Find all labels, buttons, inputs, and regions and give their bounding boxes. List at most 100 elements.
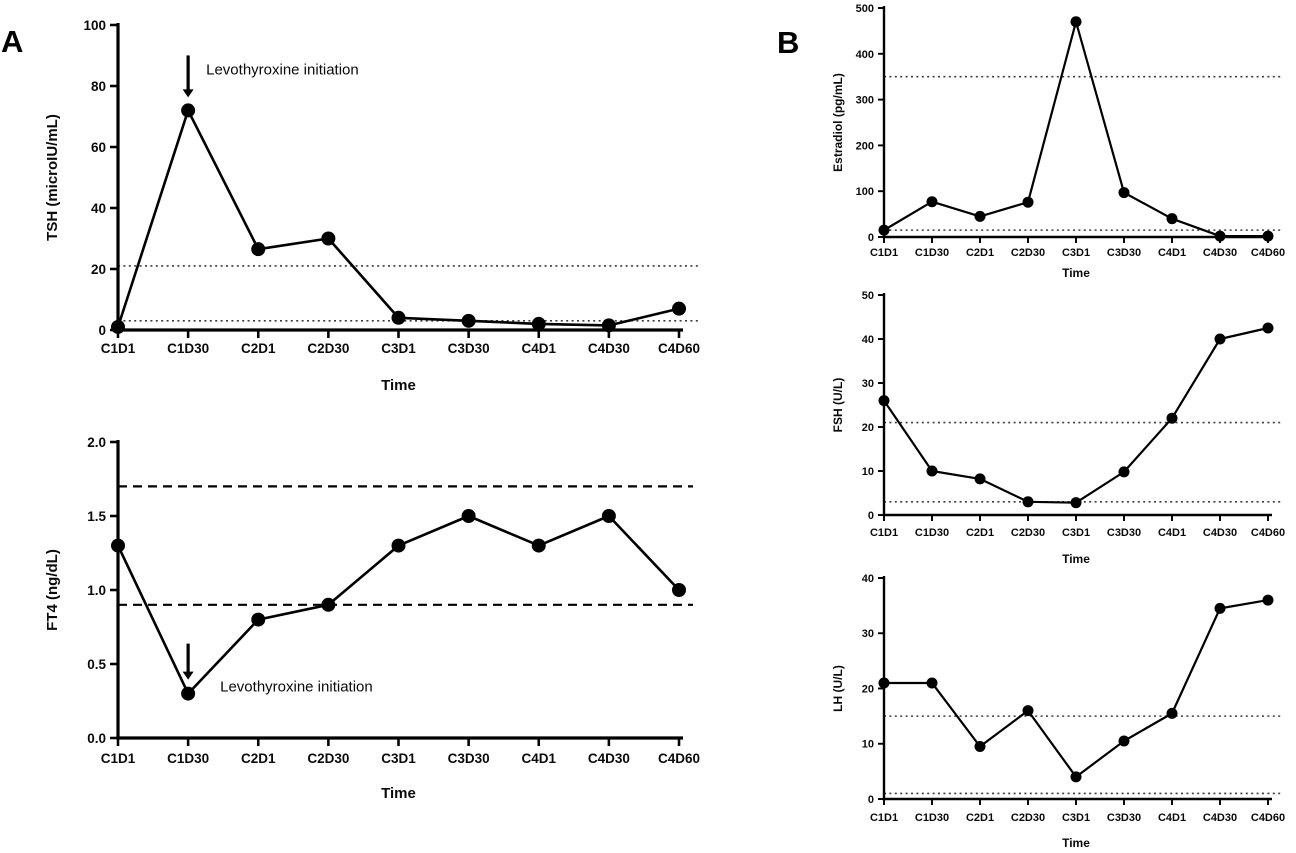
lh-chart: 0 10 20 30 40 C1D1 C1D30 C2D1 C2D30 C3D1 C3D30 C4D1… bbox=[780, 558, 1296, 853]
data-point bbox=[111, 538, 125, 553]
y-tick-label: 0 bbox=[98, 323, 106, 338]
x-tick-label: C1D30 bbox=[167, 341, 209, 356]
annotation-arrow-head bbox=[182, 89, 194, 98]
data-point bbox=[1118, 735, 1130, 747]
data-line bbox=[883, 326, 1269, 504]
x-axis-title: Time bbox=[381, 785, 416, 802]
x-tick-label: C4D60 bbox=[1251, 527, 1285, 539]
x-tick-label: C2D1 bbox=[966, 527, 994, 539]
y-tick-label: 500 bbox=[856, 3, 874, 15]
data-point bbox=[181, 686, 196, 701]
y-tick-label: 400 bbox=[856, 49, 874, 61]
data-point bbox=[1166, 412, 1178, 424]
y-tick-label: 50 bbox=[862, 290, 874, 302]
data-point bbox=[391, 310, 406, 325]
data-point bbox=[1214, 602, 1226, 614]
data-point bbox=[461, 313, 476, 328]
x-axis-title: Time bbox=[381, 377, 416, 394]
fsh-chart: 0 10 20 30 40 50 C1D1 C1D30 C2D1 C2D30 C3D1 C3D30 C4… bbox=[780, 285, 1296, 575]
x-tick-label: C3D1 bbox=[1062, 527, 1090, 539]
y-tick-label: 20 bbox=[862, 422, 874, 434]
y-tick-label: 100 bbox=[83, 18, 106, 33]
panel-b-label: B bbox=[777, 25, 800, 60]
data-point bbox=[181, 103, 196, 118]
y-axis-title: FT4 (ng/dL) bbox=[44, 549, 61, 631]
y-tick-label: 2.0 bbox=[87, 435, 106, 450]
x-tick-label: C3D1 bbox=[381, 341, 416, 356]
lh-plot-svg: 0 10 20 30 40 C1D1 C1D30 C2D1 C2D30 C3D1 C3D30 C4D1… bbox=[831, 573, 1285, 850]
data-line bbox=[116, 109, 680, 328]
x-tick-label: C2D1 bbox=[241, 341, 276, 356]
x-tick-label: C4D30 bbox=[1203, 812, 1237, 824]
data-point bbox=[1118, 466, 1130, 478]
estradiol-plot-svg: 0 100 200 300 400 500 C1D1 C1D30 C2D1 C2D30 C3D1 C3… bbox=[831, 3, 1285, 280]
x-tick-label: C3D30 bbox=[1107, 812, 1141, 824]
data-point bbox=[1022, 705, 1034, 717]
estradiol-chart: 0 100 200 300 400 500 C1D1 C1D30 C2D1 C2D30 C3D1 C3… bbox=[780, 0, 1296, 290]
y-axis-title: LH (U/L) bbox=[831, 665, 845, 712]
data-point bbox=[1070, 771, 1082, 783]
data-point bbox=[321, 597, 336, 612]
y-axis-title: TSH (microIU/mL) bbox=[44, 114, 61, 241]
x-tick-label: C4D30 bbox=[1203, 527, 1237, 539]
x-tick-label: C1D30 bbox=[915, 247, 949, 259]
annotation-arrow-head bbox=[182, 671, 194, 680]
y-tick-label: 100 bbox=[856, 186, 874, 198]
x-tick-label: C3D1 bbox=[1062, 247, 1090, 259]
x-tick-label: C4D30 bbox=[588, 751, 630, 766]
x-tick-label: C3D1 bbox=[1062, 812, 1090, 824]
data-point bbox=[1166, 707, 1178, 719]
data-point bbox=[111, 319, 125, 334]
annotation-text: Levothyroxine initiation bbox=[206, 61, 359, 78]
y-tick-label: 30 bbox=[862, 628, 874, 640]
x-tick-label: C1D30 bbox=[915, 527, 949, 539]
data-point bbox=[974, 473, 986, 485]
x-tick-label: C4D60 bbox=[1251, 812, 1285, 824]
x-tick-label: C4D1 bbox=[521, 751, 556, 766]
x-tick-label: C3D1 bbox=[381, 751, 416, 766]
x-tick-label: C4D30 bbox=[588, 341, 630, 356]
y-tick-label: 0.5 bbox=[87, 657, 106, 672]
y-tick-label: 40 bbox=[862, 573, 874, 585]
data-point bbox=[1262, 322, 1274, 334]
data-point bbox=[1214, 333, 1226, 345]
x-axis-title: Time bbox=[1062, 552, 1090, 566]
x-tick-label: C1D1 bbox=[870, 527, 898, 539]
data-point bbox=[1166, 213, 1178, 225]
x-tick-label: C2D30 bbox=[1011, 527, 1045, 539]
data-point bbox=[1070, 16, 1082, 28]
data-point bbox=[1214, 230, 1226, 242]
data-point bbox=[1070, 497, 1082, 509]
x-tick-label: C1D1 bbox=[101, 341, 136, 356]
data-point bbox=[601, 509, 616, 523]
data-point bbox=[1262, 230, 1274, 242]
y-tick-label: 1.5 bbox=[87, 509, 106, 524]
data-point bbox=[878, 677, 890, 689]
x-tick-label: C4D60 bbox=[658, 751, 700, 766]
data-point bbox=[531, 316, 546, 331]
y-tick-label: 40 bbox=[91, 201, 106, 216]
x-tick-label: C2D1 bbox=[966, 812, 994, 824]
y-tick-label: 20 bbox=[862, 683, 874, 695]
x-tick-label: C2D30 bbox=[307, 341, 349, 356]
data-point bbox=[391, 538, 406, 553]
data-point bbox=[672, 583, 686, 597]
x-tick-label: C3D30 bbox=[1107, 527, 1141, 539]
ft4-chart: 0.0 0.5 1.0 1.5 2.0 C1D1 C1D30 C2D1 C2D30 C3D1 C3D… bbox=[0, 410, 775, 853]
data-line bbox=[884, 599, 1269, 778]
x-tick-label: C1D30 bbox=[167, 751, 209, 766]
y-tick-label: 200 bbox=[856, 140, 874, 152]
x-tick-label: C4D1 bbox=[521, 341, 556, 356]
x-tick-label: C1D1 bbox=[870, 247, 898, 259]
data-point bbox=[531, 538, 546, 553]
data-point bbox=[926, 465, 938, 477]
x-tick-label: C2D1 bbox=[966, 247, 994, 259]
y-tick-label: 30 bbox=[862, 378, 874, 390]
y-tick-label: 300 bbox=[856, 95, 874, 107]
y-tick-label: 10 bbox=[862, 739, 874, 751]
x-tick-label: C2D30 bbox=[307, 751, 349, 766]
data-point bbox=[601, 318, 616, 333]
annotation-text: Levothyroxine initiation bbox=[220, 679, 373, 696]
x-tick-label: C3D30 bbox=[448, 341, 490, 356]
